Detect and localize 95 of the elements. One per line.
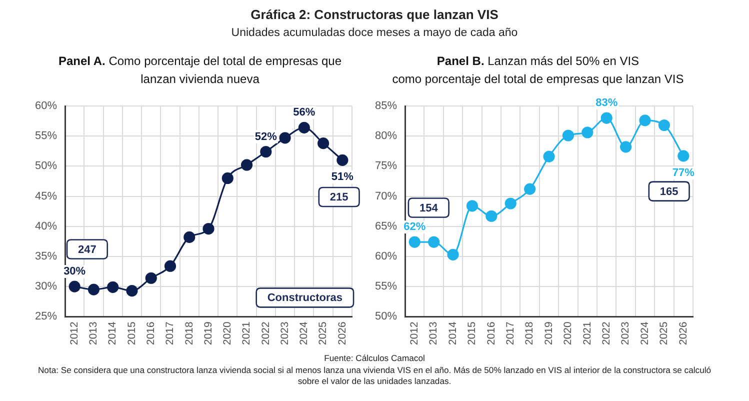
point (279, 132, 291, 144)
data-label: 52% (254, 130, 278, 143)
x-tick-label: 2023 (278, 321, 291, 345)
point (318, 138, 330, 150)
point (298, 122, 310, 134)
y-tick-label: 35% (34, 250, 58, 262)
point (658, 119, 670, 132)
y-tick-label: 30% (34, 280, 58, 293)
point (543, 150, 555, 162)
x-tick-label: 2014 (106, 321, 119, 345)
y-tick-label: 80% (374, 130, 398, 142)
point (466, 200, 478, 212)
point (260, 146, 272, 158)
x-tick-label: 2021 (581, 321, 594, 345)
point (504, 198, 516, 210)
y-tick-label: 45% (34, 190, 58, 202)
y-tick-label: 60% (374, 250, 398, 262)
x-tick-label: 2024 (638, 321, 651, 345)
y-tick-label: 55% (34, 130, 58, 142)
y-tick-label: 60% (34, 100, 58, 112)
point (408, 236, 420, 248)
y-tick-label: 40% (34, 220, 58, 232)
data-label: 83% (596, 97, 618, 110)
y-tick-label: 25% (34, 310, 58, 323)
point (447, 248, 459, 260)
x-tick-label: 2018 (524, 321, 536, 345)
x-tick-label: 2019 (542, 321, 555, 345)
point (184, 231, 196, 243)
x-tick-label: 2016 (485, 321, 498, 345)
x-tick-label: 2026 (677, 321, 690, 345)
data-label: 62% (404, 221, 426, 234)
text: Nota: Se considera que una constructora lanza vivienda social si al menos lanza una vivienda VIS en el año. Más de 50% lanzado en VIS al interior de la constructora se calculó sobre el valor de las unidades lanzadas. (36, 364, 712, 388)
x-tick-label: 2016 (145, 321, 157, 345)
source-note: Fuente: Cálculos Camacol (323, 353, 426, 364)
x-tick-label: 2021 (240, 321, 253, 345)
x-tick-label: 2022 (260, 321, 272, 345)
x-tick-label: 2020 (562, 321, 574, 345)
y-tick-label: 65% (374, 220, 398, 232)
annotation: 215 (330, 192, 348, 204)
point (524, 183, 536, 195)
point (107, 281, 119, 293)
point (678, 150, 690, 162)
point (88, 284, 100, 296)
annotation: 154 (419, 202, 439, 214)
x-tick-label: 2017 (164, 321, 176, 345)
text: Gráfica 2: Constructoras que lanzan VIS (250, 6, 500, 24)
x-tick-label: 2015 (466, 321, 478, 345)
point (486, 210, 498, 222)
point (620, 141, 632, 153)
x-tick-label: 2023 (620, 321, 632, 345)
x-tick-label: 2025 (658, 321, 670, 345)
data-label: 51% (331, 171, 354, 184)
point (126, 284, 138, 297)
data-label: 30% (64, 266, 86, 278)
x-tick-label: 2020 (222, 321, 234, 345)
annotation: Constructoras (267, 292, 343, 304)
x-tick-label: 2015 (126, 321, 138, 345)
x-tick-label: 2013 (428, 321, 440, 345)
x-tick-label: 2025 (317, 321, 330, 345)
point (68, 280, 80, 292)
y-tick-label: 55% (374, 280, 398, 293)
point (336, 154, 348, 166)
x-tick-label: 2012 (408, 321, 421, 345)
y-tick-label: 75% (374, 160, 398, 172)
point (600, 112, 612, 124)
point (164, 260, 176, 272)
y-tick-label: 50% (34, 160, 58, 172)
x-tick-label: 2014 (446, 321, 459, 345)
point (222, 172, 234, 184)
chart-subtitle: como porcentaje del total de empresas que lanzan VIS (391, 71, 685, 88)
point (428, 236, 440, 248)
y-tick-label: 70% (374, 190, 398, 202)
annotation: 247 (78, 244, 96, 256)
y-tick-label: 50% (374, 310, 398, 323)
x-tick-label: 2018 (183, 321, 196, 345)
chart-title: Panel B. Lanzan más del 50% en VIS (436, 54, 640, 68)
x-tick-label: 2019 (202, 321, 214, 345)
point (639, 114, 651, 126)
x-tick-label: 2017 (504, 321, 516, 345)
y-tick-label: 85% (374, 100, 398, 112)
text: Unidades acumuladas doce meses a mayo de cada año (230, 26, 519, 41)
point (202, 222, 214, 235)
x-tick-label: 2026 (336, 321, 348, 345)
point (582, 126, 594, 138)
annotation: 165 (660, 186, 678, 198)
data-label: 56% (293, 106, 316, 119)
data-label: 77% (672, 166, 695, 179)
x-tick-label: 2024 (298, 321, 310, 345)
point (240, 159, 253, 171)
point (145, 272, 157, 284)
point (562, 130, 574, 142)
x-tick-label: 2022 (600, 321, 612, 345)
chart-title: Panel A. Como porcentaje del total de empresas que lanzan vivienda nueva (58, 54, 342, 86)
x-tick-label: 2013 (88, 321, 100, 345)
x-tick-label: 2012 (68, 321, 80, 345)
